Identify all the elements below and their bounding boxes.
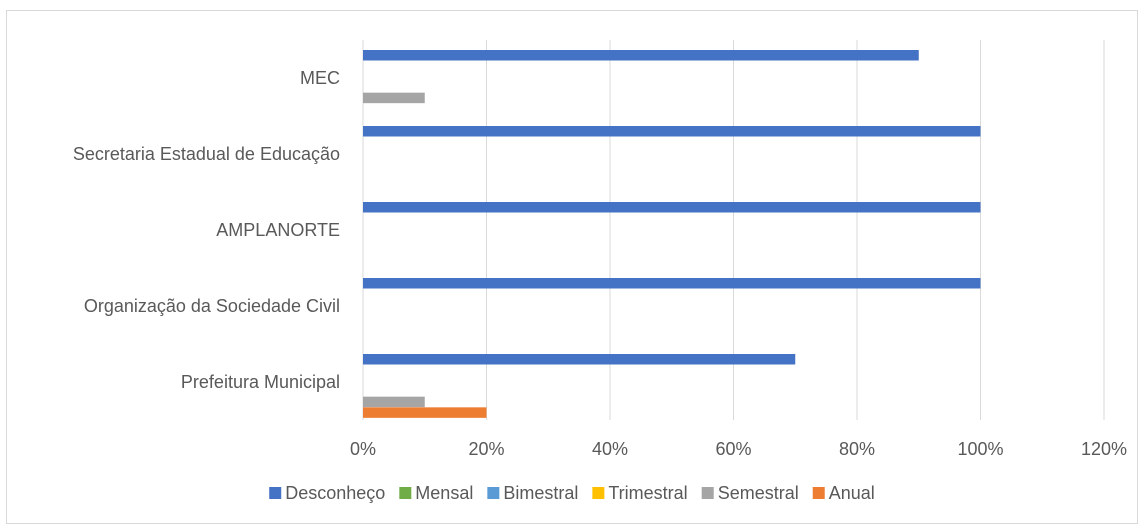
legend-label: Desconheço — [285, 483, 385, 503]
bar-desconhe-o — [363, 202, 981, 213]
legend-label: Semestral — [718, 483, 799, 503]
legend-swatch — [701, 487, 714, 499]
x-tick-label: 0% — [350, 439, 376, 459]
bar-desconhe-o — [363, 278, 981, 289]
legend-label: Trimestral — [608, 483, 687, 503]
category-labels: MEC Secretaria Estadual de Educação AMPLAN… — [73, 68, 340, 392]
bar-desconhe-o — [363, 126, 981, 137]
x-tick-label: 100% — [957, 439, 1003, 459]
legend-swatch — [812, 487, 825, 499]
x-axis-tick-labels: 0% 20% 40% 60% 80% 100% 120% — [350, 439, 1127, 459]
legend-item: Desconheço — [269, 483, 385, 503]
legend-label: Anual — [829, 483, 875, 503]
legend-item: Semestral — [701, 483, 799, 503]
bar-semestral — [363, 92, 425, 104]
legend-item: Trimestral — [592, 483, 688, 503]
category-label: Prefeitura Municipal — [181, 372, 340, 392]
bar-desconhe-o — [363, 354, 796, 365]
category-label: AMPLANORTE — [216, 220, 340, 240]
bar-semestral — [363, 396, 425, 408]
legend-label: Bimestral — [503, 483, 578, 503]
legend-swatch — [592, 487, 605, 499]
legend-swatch — [269, 487, 282, 499]
legend-item: Bimestral — [487, 483, 578, 503]
legend-label: Mensal — [415, 483, 473, 503]
x-tick-label: 80% — [839, 439, 875, 459]
legend-item: Anual — [812, 483, 875, 503]
x-tick-label: 40% — [592, 439, 628, 459]
legend: Desconheço Mensal Bimestral Trimestral Semes… — [269, 483, 875, 503]
x-tick-label: 120% — [1081, 439, 1127, 459]
chart-frame — [6, 10, 1138, 524]
bar-anual — [363, 407, 487, 418]
legend-swatch — [487, 487, 500, 499]
category-label: Organização da Sociedade Civil — [84, 296, 340, 316]
x-tick-label: 20% — [468, 439, 504, 459]
bars — [363, 50, 981, 418]
category-label: MEC — [300, 68, 340, 88]
x-tick-label: 60% — [715, 439, 751, 459]
category-label: Secretaria Estadual de Educação — [73, 144, 340, 164]
legend-swatch — [399, 487, 412, 499]
bar-desconhe-o — [363, 50, 919, 61]
legend-item: Mensal — [399, 483, 473, 503]
